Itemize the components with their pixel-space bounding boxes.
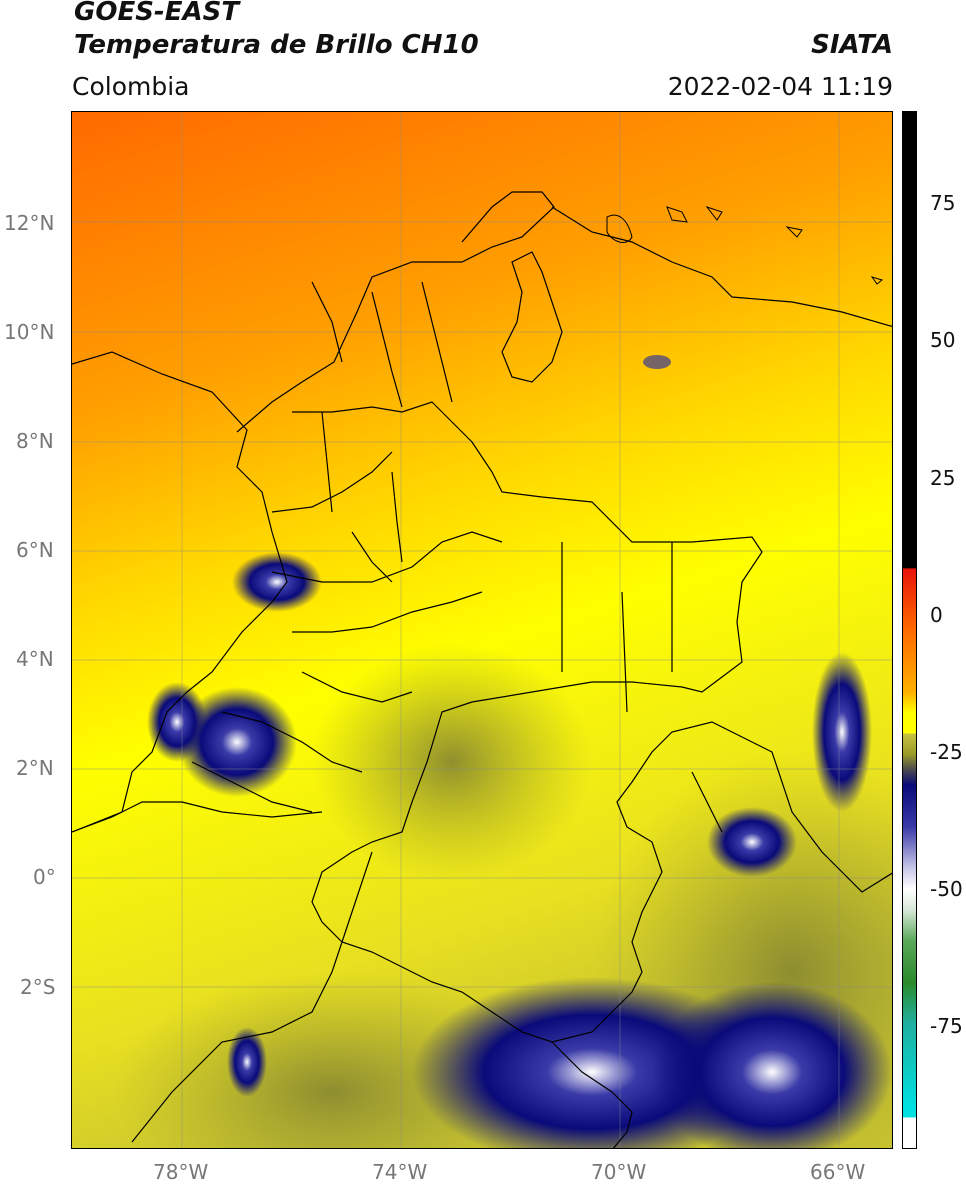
colorbar-tick-neg75: -75 [930, 1014, 963, 1038]
lat-tick-8n: 8°N [16, 429, 54, 453]
lat-tick-0: 0° [33, 865, 56, 889]
map-svg [72, 112, 892, 1148]
borders [72, 191, 892, 1148]
colorbar-tick-50: 50 [930, 328, 956, 352]
lat-tick-2n: 2°N [16, 756, 54, 780]
lat-tick-12n: 12°N [4, 211, 55, 235]
colorbar-tick-25: 25 [930, 466, 956, 490]
region-label: Colombia [72, 72, 190, 101]
colorbar-tick-75: 75 [930, 191, 956, 215]
lat-tick-6n: 6°N [16, 538, 54, 562]
title-line1: GOES-EAST [74, 0, 240, 27]
lon-tick-78w: 78°W [153, 1160, 209, 1184]
lon-tick-66w: 66°W [810, 1160, 866, 1184]
lat-tick-10n: 10°N [4, 320, 55, 344]
colorbar-tick-0: 0 [930, 603, 943, 627]
satellite-map [71, 111, 893, 1149]
lon-tick-70w: 70°W [591, 1160, 647, 1184]
datetime-label: 2022-02-04 11:19 [667, 72, 893, 101]
islands [606, 206, 884, 285]
source-label: SIATA [811, 30, 893, 60]
lon-tick-74w: 74°W [372, 1160, 428, 1184]
colorbar-tick-neg25: -25 [930, 740, 963, 764]
title-line2: Temperatura de Brillo CH10 [74, 30, 479, 60]
colorbar-svg [903, 112, 916, 1148]
colorbar [902, 111, 917, 1149]
graticule [72, 112, 892, 1148]
colorbar-tick-neg50: -50 [930, 877, 963, 901]
lat-tick-2s: 2°S [20, 975, 56, 999]
lat-tick-4n: 4°N [16, 647, 54, 671]
